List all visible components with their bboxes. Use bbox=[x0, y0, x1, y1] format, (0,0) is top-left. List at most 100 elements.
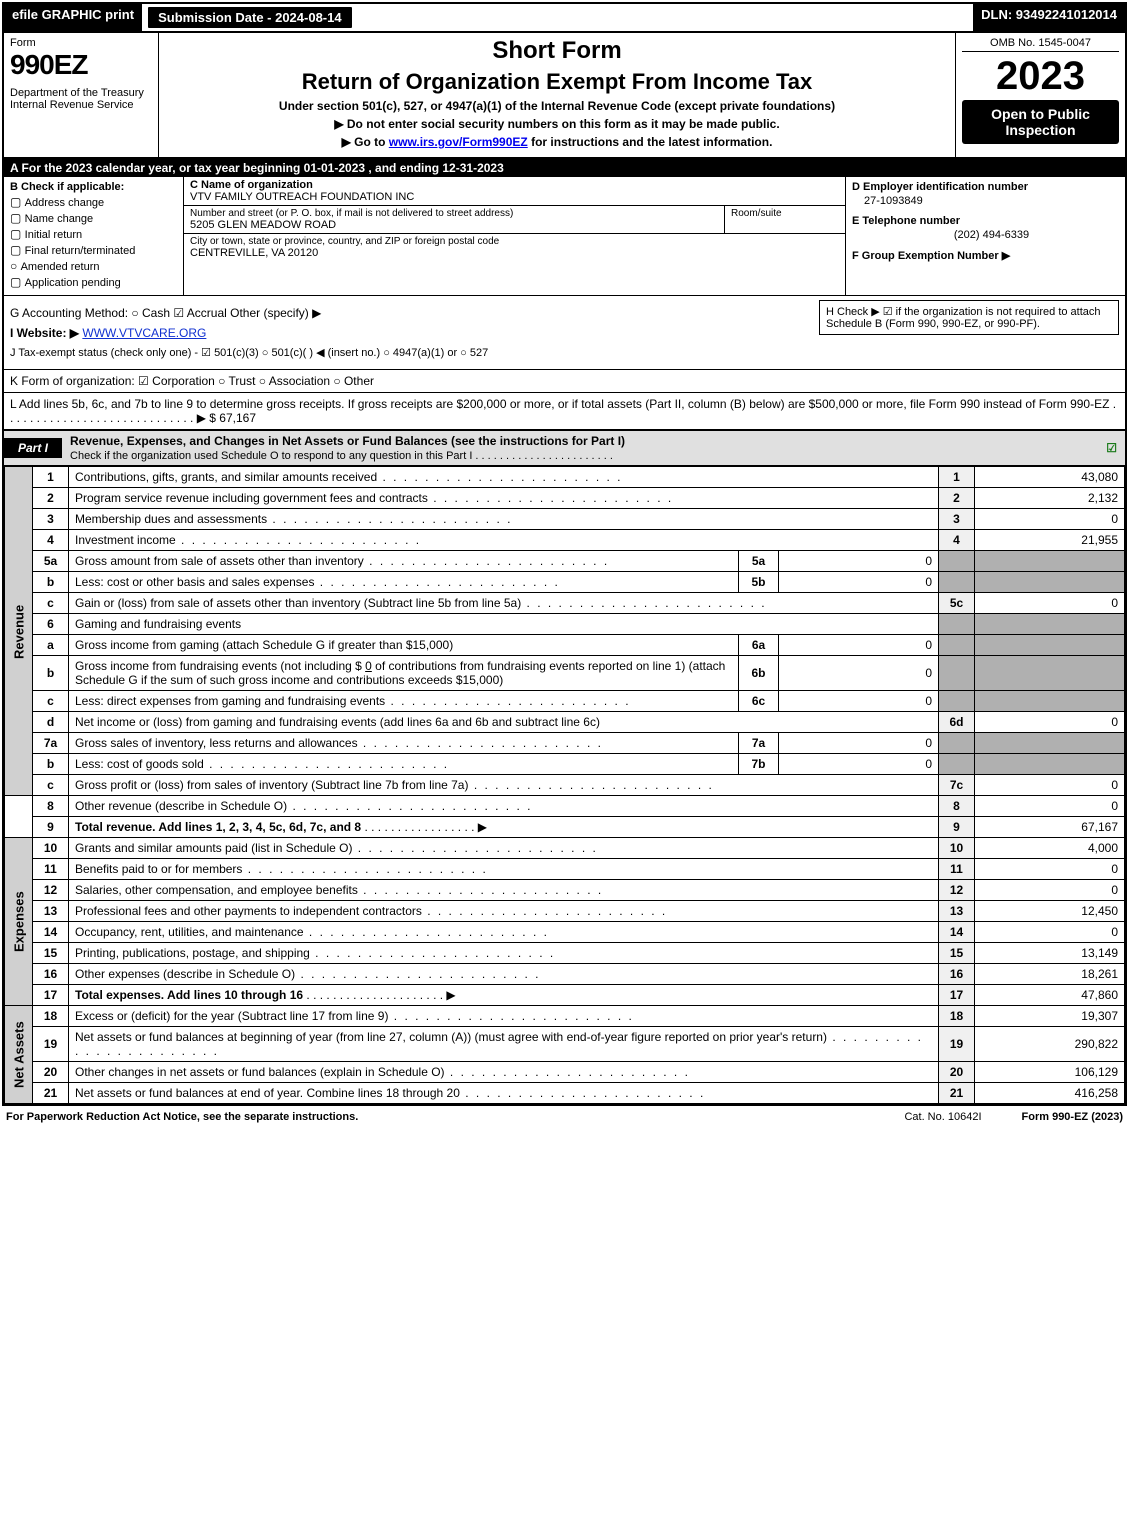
line8-desc: Other revenue (describe in Schedule O) bbox=[69, 796, 939, 817]
form-990ez: efile GRAPHIC print Submission Date - 20… bbox=[2, 2, 1127, 1106]
org-name: VTV FAMILY OUTREACH FOUNDATION INC bbox=[190, 191, 414, 203]
k-form-org: K Form of organization: ☑ Corporation ○ … bbox=[4, 370, 1125, 393]
line7a-shade1 bbox=[939, 733, 975, 754]
revenue-side-label: Revenue bbox=[5, 467, 33, 796]
line2-num: 2 bbox=[33, 488, 69, 509]
part1-title: Revenue, Expenses, and Changes in Net As… bbox=[62, 431, 1098, 465]
header-middle: Short Form Return of Organization Exempt… bbox=[159, 33, 955, 157]
line5b-sn: 5b bbox=[739, 572, 779, 593]
line6b-shade2 bbox=[975, 656, 1125, 691]
revenue-expenses-table: Revenue 1 Contributions, gifts, grants, … bbox=[4, 466, 1125, 1104]
box-c-name: C Name of organization VTV FAMILY OUTREA… bbox=[184, 177, 845, 206]
line12-num: 12 bbox=[33, 880, 69, 901]
line5b-num: b bbox=[33, 572, 69, 593]
line5a-shade1 bbox=[939, 551, 975, 572]
line15-desc: Printing, publications, postage, and shi… bbox=[69, 943, 939, 964]
line6c-num: c bbox=[33, 691, 69, 712]
line18-num: 18 bbox=[33, 1006, 69, 1027]
line5b-shade2 bbox=[975, 572, 1125, 593]
public-inspection-badge: Open to Public Inspection bbox=[962, 100, 1119, 144]
line19-amt: 290,822 bbox=[975, 1027, 1125, 1062]
irs-link[interactable]: www.irs.gov/Form990EZ bbox=[389, 135, 528, 149]
line6a-sv: 0 bbox=[779, 635, 939, 656]
line6b-desc: Gross income from fundraising events (no… bbox=[69, 656, 739, 691]
line21-num: 21 bbox=[33, 1083, 69, 1104]
line1-desc: Contributions, gifts, grants, and simila… bbox=[69, 467, 939, 488]
column-c-org: C Name of organization VTV FAMILY OUTREA… bbox=[184, 177, 845, 295]
row-a-tax-year: A For the 2023 calendar year, or tax yea… bbox=[4, 159, 1125, 177]
line6b-desc1: Gross income from fundraising events (no… bbox=[75, 659, 365, 673]
check-initial-return[interactable]: Initial return bbox=[10, 227, 177, 241]
line13-desc: Professional fees and other payments to … bbox=[69, 901, 939, 922]
instruction-2: ▶ Go to www.irs.gov/Form990EZ for instru… bbox=[167, 135, 947, 149]
footer-mid: Cat. No. 10642I bbox=[904, 1111, 981, 1123]
check-amended-return[interactable]: Amended return bbox=[10, 259, 177, 273]
check-application-pending[interactable]: Application pending bbox=[10, 275, 177, 289]
footer: For Paperwork Reduction Act Notice, see … bbox=[0, 1108, 1129, 1126]
line5a-num: 5a bbox=[33, 551, 69, 572]
line21-desc: Net assets or fund balances at end of ye… bbox=[69, 1083, 939, 1104]
top-bar: efile GRAPHIC print Submission Date - 20… bbox=[4, 4, 1125, 33]
line7b-desc: Less: cost of goods sold bbox=[69, 754, 739, 775]
submission-date: Submission Date - 2024-08-14 bbox=[146, 5, 354, 30]
efile-print-button[interactable]: efile GRAPHIC print bbox=[4, 4, 142, 31]
line17-amt: 47,860 bbox=[975, 985, 1125, 1006]
instr2-post: for instructions and the latest informat… bbox=[528, 135, 773, 149]
check-final-return[interactable]: Final return/terminated bbox=[10, 243, 177, 257]
line17-desc: Total expenses. Add lines 10 through 16 … bbox=[69, 985, 939, 1006]
line16-amt: 18,261 bbox=[975, 964, 1125, 985]
line6c-shade2 bbox=[975, 691, 1125, 712]
line6a-shade2 bbox=[975, 635, 1125, 656]
line2-rn: 2 bbox=[939, 488, 975, 509]
suite-label: Room/suite bbox=[731, 208, 839, 219]
line14-desc: Occupancy, rent, utilities, and maintena… bbox=[69, 922, 939, 943]
l-text: L Add lines 5b, 6c, and 7b to line 9 to … bbox=[10, 397, 1116, 425]
check-name-change[interactable]: Name change bbox=[10, 211, 177, 225]
line6c-desc: Less: direct expenses from gaming and fu… bbox=[69, 691, 739, 712]
line9-desc-text: Total revenue. Add lines 1, 2, 3, 4, 5c,… bbox=[75, 820, 361, 834]
check-address-change[interactable]: Address change bbox=[10, 195, 177, 209]
line6-num: 6 bbox=[33, 614, 69, 635]
line5a-sv: 0 bbox=[779, 551, 939, 572]
part1-check-icon: ☑ bbox=[1098, 438, 1125, 458]
city-label: City or town, state or province, country… bbox=[190, 236, 839, 247]
column-def: D Employer identification number 27-1093… bbox=[845, 177, 1125, 295]
footer-right: Form 990-EZ (2023) bbox=[1022, 1111, 1123, 1123]
line7c-desc: Gross profit or (loss) from sales of inv… bbox=[69, 775, 939, 796]
line6c-sv: 0 bbox=[779, 691, 939, 712]
line5b-shade1 bbox=[939, 572, 975, 593]
line8-amt: 0 bbox=[975, 796, 1125, 817]
top-bar-gap bbox=[358, 4, 974, 31]
ein-value: 27-1093849 bbox=[864, 195, 1119, 207]
line17-num: 17 bbox=[33, 985, 69, 1006]
line6c-sn: 6c bbox=[739, 691, 779, 712]
line7b-num: b bbox=[33, 754, 69, 775]
l-gross-receipts: L Add lines 5b, 6c, and 7b to line 9 to … bbox=[4, 393, 1125, 430]
line12-rn: 12 bbox=[939, 880, 975, 901]
line19-desc: Net assets or fund balances at beginning… bbox=[69, 1027, 939, 1062]
line7a-sn: 7a bbox=[739, 733, 779, 754]
dln-number: DLN: 93492241012014 bbox=[973, 4, 1125, 31]
f-label: F Group Exemption Number ▶ bbox=[852, 249, 1119, 262]
line9-rn: 9 bbox=[939, 817, 975, 838]
e-label: E Telephone number bbox=[852, 215, 1119, 227]
line6b-sn: 6b bbox=[739, 656, 779, 691]
part1-subtitle: Check if the organization used Schedule … bbox=[70, 450, 613, 462]
street-label: Number and street (or P. O. box, if mail… bbox=[190, 208, 718, 219]
main-title: Return of Organization Exempt From Incom… bbox=[167, 69, 947, 95]
line6a-desc: Gross income from gaming (attach Schedul… bbox=[69, 635, 739, 656]
header-left: Form 990EZ Department of the Treasury In… bbox=[4, 33, 159, 157]
short-form-title: Short Form bbox=[167, 37, 947, 65]
line5a-shade2 bbox=[975, 551, 1125, 572]
i-label: I Website: ▶ bbox=[10, 326, 79, 340]
website-link[interactable]: WWW.VTVCARE.ORG bbox=[82, 326, 206, 340]
subtitle: Under section 501(c), 527, or 4947(a)(1)… bbox=[167, 99, 947, 113]
line5c-desc: Gain or (loss) from sale of assets other… bbox=[69, 593, 939, 614]
line10-amt: 4,000 bbox=[975, 838, 1125, 859]
line7a-shade2 bbox=[975, 733, 1125, 754]
line7b-sn: 7b bbox=[739, 754, 779, 775]
line6b-contrib-amount: 0 bbox=[365, 659, 372, 673]
line18-desc: Excess or (deficit) for the year (Subtra… bbox=[69, 1006, 939, 1027]
line11-num: 11 bbox=[33, 859, 69, 880]
line21-amt: 416,258 bbox=[975, 1083, 1125, 1104]
